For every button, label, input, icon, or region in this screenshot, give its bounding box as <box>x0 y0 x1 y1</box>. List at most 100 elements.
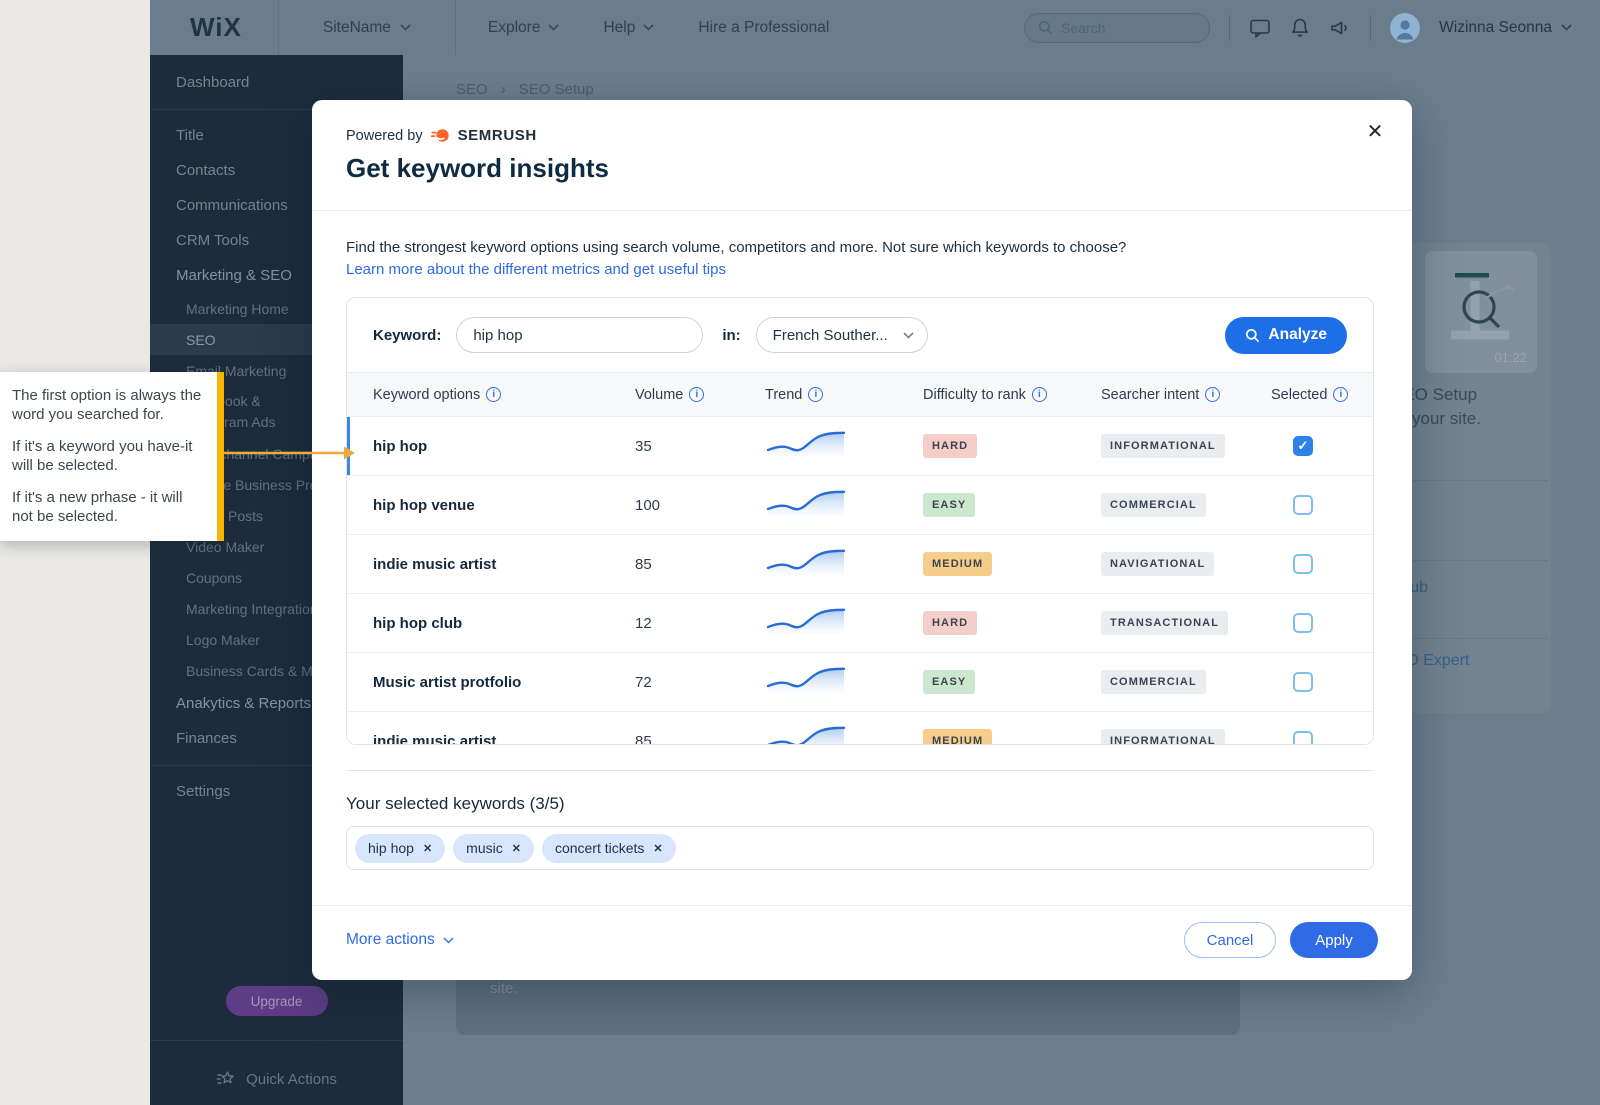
column-searcher-intent: Searcher intent i <box>1101 387 1271 403</box>
keyword-checkbox[interactable] <box>1293 436 1313 456</box>
column-keyword-options: Keyword options i <box>373 387 635 403</box>
tag-label: music <box>466 840 503 856</box>
chevron-down-icon <box>1561 24 1572 31</box>
analyze-button[interactable]: Analyze <box>1225 316 1347 354</box>
selected-keywords-heading: Your selected keywords (3/5) <box>346 794 565 813</box>
announcements-megaphone-icon[interactable] <box>1329 18 1351 38</box>
video-duration: 01:22 <box>1494 350 1527 365</box>
modal-header-divider <box>312 210 1412 211</box>
cancel-button[interactable]: Cancel <box>1184 922 1276 958</box>
difficulty-cell: HARD <box>923 434 1101 458</box>
intent-cell: TRANSACTIONAL <box>1101 611 1271 635</box>
column-trend: Trend i <box>765 387 923 403</box>
info-icon[interactable]: i <box>808 387 824 402</box>
selected-keywords-box[interactable]: hip hop ✕ music ✕ concert tickets ✕ <box>346 826 1374 870</box>
sidebar-item-coupons[interactable]: Coupons <box>150 562 403 593</box>
sidebar-item-marketing-seo[interactable]: Marketing & SEO <box>150 258 403 293</box>
keyword-table-header: Keyword options i Volume i Trend i Diffi… <box>347 372 1373 417</box>
difficulty-cell: EASY <box>923 493 1101 517</box>
breadcrumb-item-seo-setup: SEO Setup <box>518 81 594 98</box>
modal-footer-divider <box>312 905 1412 906</box>
upgrade-button[interactable]: Upgrade <box>225 986 328 1016</box>
sidebar-item-finances[interactable]: Finances <box>150 721 403 756</box>
difficulty-badge: EASY <box>923 670 976 694</box>
annotation-callout: The first option is always the word you … <box>0 372 224 542</box>
nav-help[interactable]: Help <box>603 19 654 37</box>
info-icon[interactable]: i <box>1333 387 1349 402</box>
search-input[interactable]: Search <box>1024 12 1211 43</box>
sidebar-item-label: Settings <box>176 783 231 800</box>
trend-cell <box>765 665 923 700</box>
topbar-divider <box>277 0 279 55</box>
nav-explore[interactable]: Explore <box>488 19 560 37</box>
sidebar-item-marketing-integrations[interactable]: Marketing Integrations <box>150 593 403 624</box>
info-icon[interactable]: i <box>689 387 705 402</box>
nav-label: Explore <box>487 18 541 36</box>
keyword-input[interactable] <box>456 317 704 353</box>
user-menu[interactable]: Wizinna Seonna <box>1439 19 1572 37</box>
sidebar-item-business-cards-more[interactable]: Business Cards & More <box>150 655 403 686</box>
difficulty-cell: HARD <box>923 611 1101 635</box>
remove-tag-icon[interactable]: ✕ <box>653 842 663 855</box>
notifications-bell-icon[interactable] <box>1290 17 1310 38</box>
more-actions-label: More actions <box>346 931 435 948</box>
user-avatar[interactable] <box>1390 12 1421 43</box>
quick-actions-button[interactable]: Quick Actions <box>150 1070 403 1088</box>
keyword-checkbox[interactable] <box>1293 672 1313 692</box>
sidebar-item-logo-maker[interactable]: Logo Maker <box>150 624 403 655</box>
difficulty-badge: HARD <box>923 611 978 635</box>
keyword-table-body: hip hop 35 HARD INFORMATIONAL hip hop ve… <box>347 417 1373 744</box>
site-name-menu[interactable]: SiteName <box>279 19 455 37</box>
sidebar-item-title[interactable]: Title <box>150 118 403 153</box>
remove-tag-icon[interactable]: ✕ <box>511 842 521 855</box>
modal-title: Get keyword insights <box>346 153 609 183</box>
info-icon[interactable]: i <box>1031 387 1047 402</box>
remove-tag-icon[interactable]: ✕ <box>422 842 433 855</box>
sidebar-item-video-maker[interactable]: Video Maker <box>150 531 403 562</box>
quick-actions-label: Quick Actions <box>246 1070 337 1088</box>
keyword-checkbox[interactable] <box>1293 554 1313 574</box>
trend-sparkline-icon <box>766 726 846 744</box>
sidebar-item-crm-tools[interactable]: CRM Tools <box>150 223 403 258</box>
nav-label: Help <box>603 18 636 36</box>
keyword-checkbox[interactable] <box>1293 613 1313 633</box>
apply-button[interactable]: Apply <box>1290 922 1378 958</box>
sidebar-item-settings[interactable]: Settings <box>150 774 403 809</box>
selected-keyword-tag-music: music ✕ <box>453 833 534 863</box>
keyword-checkbox[interactable] <box>1293 495 1313 515</box>
chat-icon[interactable] <box>1249 18 1271 38</box>
keyword-table-row: hip hop venue 100 EASY COMMERCIAL <box>347 476 1373 535</box>
sidebar-item-label: Title <box>176 127 204 144</box>
keyword-checkbox[interactable] <box>1293 731 1313 744</box>
volume-cell: 12 <box>635 614 652 632</box>
column-label: Trend <box>765 386 803 403</box>
keyword-table-row: hip hop 35 HARD INFORMATIONAL <box>347 417 1373 476</box>
selected-keyword-tag-hip-hop: hip hop ✕ <box>355 833 446 863</box>
keyword-cell: hip hop venue <box>373 496 475 514</box>
nav-hire-a-professional[interactable]: Hire a Professional <box>698 19 829 37</box>
sidebar-item-dashboard[interactable]: Dashboard <box>150 65 403 100</box>
learn-more-link[interactable]: Learn more about the different metrics a… <box>346 261 726 278</box>
info-icon[interactable]: i <box>486 387 502 402</box>
sidebar-item-anakytics-reports[interactable]: Anakytics & Reports <box>150 686 403 721</box>
callout-text: If it's a new prhase - it will not be se… <box>12 489 183 526</box>
more-actions-link[interactable]: More actions <box>346 931 454 949</box>
side-card-subtitle: your site. <box>1412 409 1481 428</box>
sidebar-item-marketing-home[interactable]: Marketing Home <box>150 293 403 324</box>
trend-cell <box>765 488 923 523</box>
region-value: French Souther... <box>772 326 888 344</box>
sidebar-item-contacts[interactable]: Contacts <box>150 153 403 188</box>
sidebar-item-communications[interactable]: Communications <box>150 188 403 223</box>
quick-actions-star-icon <box>216 1070 236 1088</box>
keyword-panel: Keyword: in: French Souther... Analyze K… <box>346 297 1374 745</box>
sidebar-item-label: Communications <box>176 197 288 214</box>
wix-logo[interactable]: WiX <box>190 12 242 42</box>
difficulty-badge: EASY <box>923 493 976 517</box>
close-icon[interactable]: ✕ <box>1366 120 1384 143</box>
side-card-divider <box>1412 480 1549 481</box>
region-select[interactable]: French Souther... <box>755 317 928 353</box>
keyword-search-bar: Keyword: in: French Souther... Analyze <box>347 298 1373 372</box>
info-icon[interactable]: i <box>1205 387 1221 402</box>
sidebar-divider <box>150 765 403 766</box>
